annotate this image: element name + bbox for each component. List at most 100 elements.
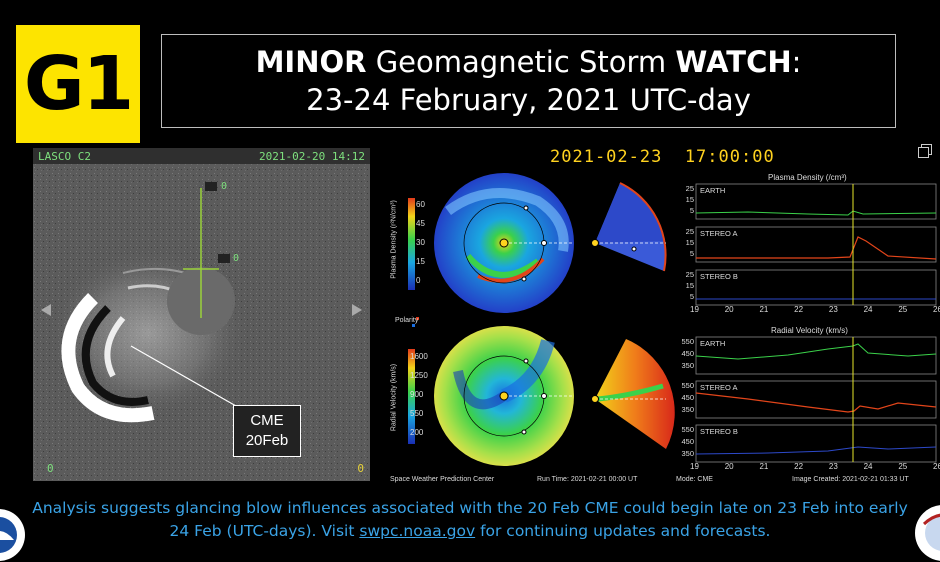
xtick: 21 [759, 462, 769, 471]
instrument-name: LASCO C2 [38, 150, 91, 163]
nws-logo [914, 504, 940, 562]
image-timestamp: 2021-02-20 14:12 [259, 150, 365, 163]
headline-severity: MINOR [255, 45, 367, 79]
expand-icon[interactable] [918, 144, 932, 158]
ytick: 550 [681, 381, 694, 390]
ytick: 5 [689, 292, 694, 301]
velocity-tick: 200 [410, 428, 424, 437]
velocity-row-earth: EARTH [700, 339, 726, 348]
cme-callout-line1: CME [250, 412, 284, 429]
ytick: 15 [685, 281, 694, 290]
velocity-yticks-earth: 550 450 350 [674, 336, 694, 372]
density-tick: 0 [416, 276, 421, 285]
density-row-stereo-a: STEREO A [700, 229, 738, 238]
headline-box: MINOR Geomagnetic Storm WATCH: 23-24 Feb… [161, 34, 896, 128]
xtick: 25 [898, 462, 908, 471]
ytick: 15 [685, 195, 694, 204]
headline-line-1: MINOR Geomagnetic Storm WATCH: [256, 43, 802, 81]
velocity-xticks: 19 20 21 22 23 24 25 26 [690, 462, 940, 471]
model-timestamp: 2021-02-23 17:00:00 [550, 147, 775, 167]
xtick: 20 [724, 462, 734, 471]
badge-text: G1 [23, 41, 134, 127]
xtick: 23 [828, 305, 838, 314]
density-tick: 30 [416, 238, 425, 247]
density-yticks-stereo-b: 25 15 5 [680, 269, 694, 302]
density-row-earth: EARTH [700, 186, 726, 195]
ytick: 5 [689, 249, 694, 258]
summary-text-start: Analysis suggests glancing blow influenc… [32, 499, 908, 540]
ytick: 550 [681, 425, 694, 434]
density-xticks: 19 20 21 22 23 24 25 26 [690, 305, 940, 314]
headline-subject: Geomagnetic Storm [366, 45, 676, 79]
coronagraph-picture [33, 148, 370, 481]
xtick: 19 [690, 462, 699, 471]
velocity-row-stereo-b: STEREO B [700, 427, 738, 436]
velocity-tick: 1250 [410, 371, 428, 380]
cme-callout: CME 20Feb [233, 405, 301, 457]
enlil-graphics [408, 173, 937, 466]
velocity-row-stereo-a: STEREO A [700, 383, 738, 392]
xtick: 20 [724, 305, 734, 314]
ytick: 350 [681, 361, 694, 370]
ytick: 350 [681, 405, 694, 414]
velocity-tick: 900 [410, 390, 424, 399]
density-tick: 60 [416, 200, 425, 209]
density-row-stereo-b: STEREO B [700, 272, 738, 281]
summary-text-end: for continuing updates and forecasts. [475, 522, 771, 540]
density-yticks-earth: 25 15 5 [680, 183, 694, 216]
xtick: 24 [863, 462, 873, 471]
velocity-yticks-stereo-a: 550 450 350 [674, 380, 694, 416]
ytick: 5 [689, 206, 694, 215]
model-footer-center: Space Weather Prediction Center [390, 476, 495, 483]
model-footer-runtime: Run Time: 2021-02-21 00:00 UT [537, 476, 638, 483]
velocity-tick: 1600 [410, 352, 428, 361]
headline-type: WATCH [675, 45, 792, 79]
density-tick: 45 [416, 219, 425, 228]
velocity-yticks-stereo-b: 550 450 350 [674, 424, 694, 460]
analysis-summary: Analysis suggests glancing blow influenc… [30, 497, 910, 543]
marker-label-mid: 0 [233, 253, 240, 264]
noaa-logo [0, 508, 26, 562]
velocity-panel-title: Radial Velocity (km/s) [771, 326, 848, 335]
corner-label-left: 0 [47, 462, 54, 475]
lasco-header-bar: LASCO C2 2021-02-20 14:12 [33, 148, 370, 164]
headline-colon: : [791, 45, 802, 79]
xtick: 26 [933, 305, 940, 314]
velocity-colorbar-ticks: 1600 1250 900 550 200 [410, 345, 438, 444]
ytick: 450 [681, 393, 694, 402]
ytick: 450 [681, 349, 694, 358]
model-footer-mode: Mode: CME [676, 476, 713, 483]
ytick: 25 [685, 184, 694, 193]
xtick: 26 [933, 462, 940, 471]
xtick: 19 [690, 305, 699, 314]
xtick: 22 [794, 462, 804, 471]
ytick: 25 [685, 227, 694, 236]
lasco-coronagraph-image: LASCO C2 2021-02-20 14:12 0 0 0 0 [33, 148, 370, 481]
xtick: 25 [898, 305, 908, 314]
density-yticks-stereo-a: 25 15 5 [680, 226, 694, 259]
density-tick: 15 [416, 257, 425, 266]
density-axis-label: Plasma Density (r²N/cm³) [390, 200, 398, 279]
xtick: 21 [759, 305, 769, 314]
model-footer-created: Image Created: 2021-02-21 01:33 UT [792, 476, 909, 483]
polarity-label: Polarity [395, 317, 419, 324]
ytick: 15 [685, 238, 694, 247]
swpc-link[interactable]: swpc.noaa.gov [359, 522, 476, 540]
density-colorbar-ticks: 60 45 30 15 0 [416, 193, 436, 292]
ytick: 550 [681, 337, 694, 346]
density-panel-title: Plasma Density (/cm³) [768, 173, 847, 182]
xtick: 22 [794, 305, 804, 314]
headline-dates: 23-24 February, 2021 UTC-day [306, 83, 751, 117]
ytick: 450 [681, 437, 694, 446]
xtick: 23 [828, 462, 838, 471]
storm-level-badge: G1 [16, 25, 140, 143]
ytick: 25 [685, 270, 694, 279]
corner-label-right: 0 [357, 462, 364, 475]
enlil-model-panel: 2021-02-23 17:00:00 [388, 141, 940, 487]
cme-callout-line2: 20Feb [245, 432, 289, 449]
ytick: 350 [681, 449, 694, 458]
velocity-tick: 550 [410, 409, 424, 418]
xtick: 24 [863, 305, 873, 314]
velocity-axis-label: Radial Velocity (km/s) [390, 363, 398, 432]
marker-label-top: 0 [221, 181, 228, 192]
